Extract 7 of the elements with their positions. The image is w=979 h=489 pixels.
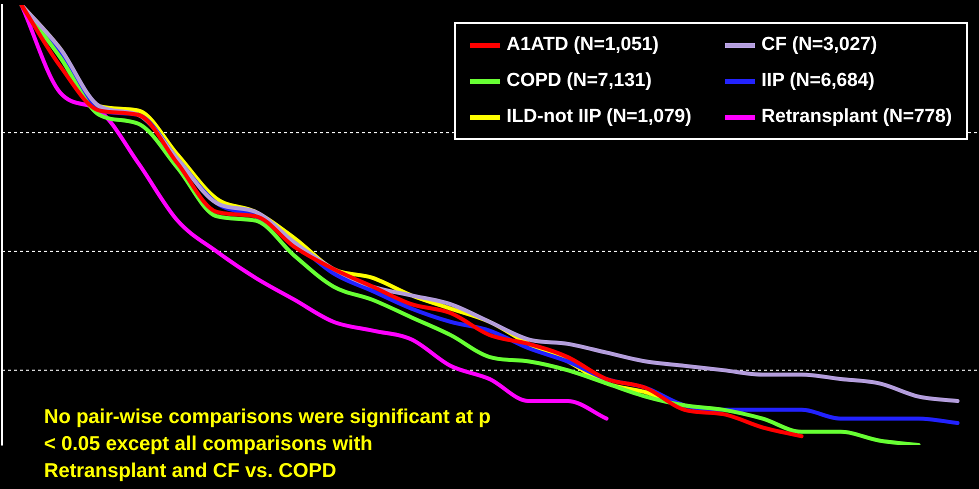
legend-label: IIP (N=6,684) [761,70,875,92]
legend-label: ILD-not IIP (N=1,079) [506,106,692,128]
annotation: No pair-wise comparisons were significant at p < 0.05 except all comparisons with Retransplant and CF vs. COPD [44,404,494,485]
legend-label: CF (N=3,027) [761,34,878,56]
legend-label: A1ATD (N=1,051) [506,34,659,56]
legend-label: COPD (N=7,131) [506,70,652,92]
legend-label: Retransplant (N=778) [761,106,952,128]
